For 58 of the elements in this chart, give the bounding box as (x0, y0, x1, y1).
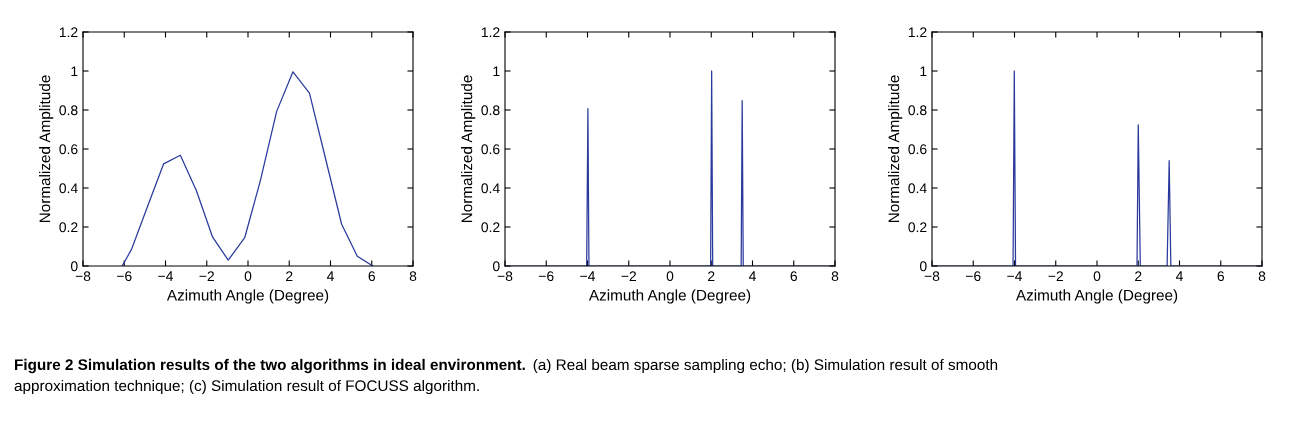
x-tick-label: −2 (199, 271, 214, 281)
caption: Figure 2 Simulation results of the two algorithms in ideal environment. (15, 358, 525, 374)
x-tick-label: 0 (666, 271, 674, 282)
x-tick-label: −6 (117, 271, 132, 282)
y-tick-label: 0.8 (481, 105, 500, 116)
x-tick-label: 2 (1135, 271, 1142, 281)
y-tick-label: 1 (71, 66, 78, 77)
x-tick-label: 8 (1258, 271, 1266, 282)
x-tick-label: 6 (790, 271, 797, 282)
x-tick-label: −4 (1007, 271, 1023, 281)
y-axis-title: Normalized Amplitude (39, 75, 54, 223)
x-tick-label: −8 (497, 271, 513, 282)
x-tick-label: −2 (621, 271, 636, 281)
x-tick-label: −2 (1048, 271, 1063, 281)
x-tick-label: −6 (966, 271, 981, 282)
x-tick-label: 6 (368, 271, 375, 282)
y-tick-label: 0.6 (59, 144, 78, 155)
x-tick-label: −4 (158, 271, 174, 281)
x-tick-label: 0 (1093, 271, 1101, 282)
y-tick-label: 1.2 (908, 27, 927, 38)
x-tick-label: −6 (539, 271, 554, 282)
x-tick-label: 2 (708, 271, 715, 281)
x-axis-title: Azimuth Angle (Degree) (588, 289, 751, 304)
y-tick-label: 0.8 (908, 105, 927, 116)
x-tick-label: −8 (924, 271, 940, 282)
x-tick-label: 0 (244, 271, 252, 282)
y-tick-label: 1 (493, 66, 500, 77)
y-tick-label: 1 (920, 66, 927, 77)
y-tick-label: 0.2 (481, 222, 500, 233)
x-axis-title: Azimuth Angle (Degree) (1015, 289, 1178, 304)
y-tick-label: 0.6 (481, 144, 500, 155)
text: approximation technique; (c) Simulation result of FOCUSS algorithm. (14, 379, 479, 395)
x-tick-label: 4 (748, 271, 756, 281)
y-tick-label: 1.2 (59, 27, 78, 38)
x-tick-label: 2 (286, 271, 293, 281)
y-tick-label: 0.4 (59, 183, 78, 194)
x-tick-label: 8 (831, 271, 839, 282)
x-tick-label: 4 (1175, 271, 1183, 281)
y-tick-label: 0.6 (908, 144, 927, 155)
x-axis-title: Azimuth Angle (Degree) (166, 289, 329, 304)
line-series (121, 71, 374, 266)
y-tick-label: 0 (919, 261, 927, 272)
x-tick-label: −8 (75, 271, 91, 282)
y-tick-label: 0.4 (481, 183, 500, 194)
x-tick-label: −4 (580, 271, 596, 281)
x-tick-label: 8 (409, 271, 417, 282)
x-tick-label: 6 (1217, 271, 1224, 282)
text: (a) Real beam sparse sampling echo; (b) Simulation result of smooth (533, 358, 998, 374)
y-tick-label: 0.4 (908, 183, 927, 194)
y-tick-label: 0 (70, 261, 78, 272)
y-axis-title: Normalized Amplitude (888, 75, 903, 223)
y-tick-label: 1.2 (481, 27, 500, 38)
y-tick-label: 0 (492, 261, 500, 272)
y-axis-title: Normalized Amplitude (461, 75, 476, 223)
y-tick-label: 0.2 (908, 222, 927, 233)
y-tick-label: 0.8 (59, 105, 78, 116)
y-tick-label: 0.2 (59, 222, 78, 233)
x-tick-label: 4 (326, 271, 334, 281)
